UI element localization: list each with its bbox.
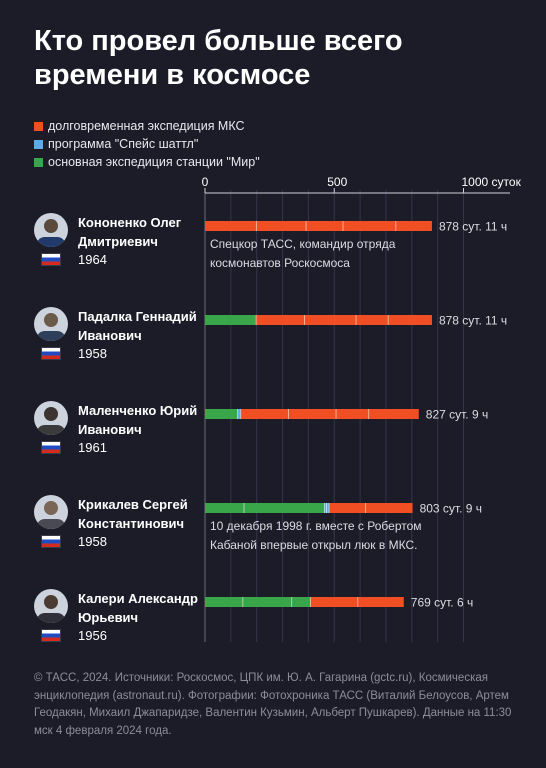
bar-total-label: 803 сут. 9 ч — [420, 502, 482, 516]
bar-segment-iss — [256, 221, 307, 231]
bar-segment-shuttle — [326, 503, 330, 513]
portrait-icon — [34, 213, 68, 247]
person-name: Падалка Геннадий Иванович — [78, 307, 208, 345]
legend-swatch-iss — [34, 121, 43, 131]
person-name: Кононенко Олег Дмитриевич — [78, 213, 208, 251]
person-name-line-2: Иванович — [78, 422, 142, 437]
bar-annotation: 10 декабря 1998 г. вместе с Робертом — [210, 519, 422, 533]
person-row: Маленченко Юрий Иванович 1961 — [34, 401, 204, 471]
russia-flag-icon — [41, 441, 61, 454]
bar-segment-mir — [242, 597, 292, 607]
bar-segment-iss — [304, 315, 356, 325]
bar-segment-mir — [205, 409, 238, 419]
bar-segment-iss — [368, 409, 419, 419]
person-name-line-1: Крикалев Сергей — [78, 497, 188, 512]
bar-segment-iss — [288, 409, 337, 419]
bar-segment-shuttle — [324, 503, 327, 513]
person-row: Калери Александр Юрьевич 1956 — [34, 589, 204, 659]
legend-swatch-shuttle — [34, 139, 43, 149]
bar-segment-iss — [256, 315, 305, 325]
bar-total-label: 827 сут. 9 ч — [426, 408, 488, 422]
legend-label-iss: долговременная экспедиция МКС — [48, 119, 245, 133]
person-birth-year: 1958 — [78, 534, 107, 549]
person-name-line-2: Юрьевич — [78, 610, 139, 625]
person-name-line-1: Маленченко Юрий — [78, 403, 198, 418]
x-tick-label: 0 — [202, 175, 209, 189]
bar-segment-iss — [240, 409, 289, 419]
legend-item-mir: основная экспедиция станции "Мир" — [34, 153, 260, 171]
x-tick-label: 500 — [327, 175, 347, 189]
person-row: Падалка Геннадий Иванович 1958 — [34, 307, 204, 377]
page-title: Кто провел больше всего времени в космос… — [34, 25, 403, 91]
portrait-icon — [34, 589, 68, 623]
bar-segment-shuttle — [237, 409, 241, 419]
portrait-icon — [34, 495, 68, 529]
person-name-line-1: Кононенко Олег — [78, 215, 182, 230]
bar-segment-iss — [205, 221, 257, 231]
source-footnote: © ТАСС, 2024. Источники: Роскосмос, ЦПК … — [34, 672, 512, 737]
bar-segment-iss — [365, 503, 413, 513]
person-name-line-1: Калери Александр — [78, 591, 198, 606]
person-birth-year: 1961 — [78, 440, 107, 455]
person-birth-year: 1956 — [78, 628, 107, 643]
person-birth-year: 1964 — [78, 252, 107, 267]
bar-segment-mir — [291, 597, 311, 607]
chart-legend: долговременная экспедиция МКС программа … — [34, 117, 260, 171]
person-name-line-2: Константинович — [78, 516, 185, 531]
bar-segment-iss — [306, 221, 344, 231]
person-row: Крикалев Сергей Константинович 1958 — [34, 495, 204, 565]
bar-annotation: космонавтов Роскосмоса — [210, 256, 350, 270]
bar-segment-iss — [310, 597, 358, 607]
russia-flag-icon — [41, 535, 61, 548]
person-birth-year: 1958 — [78, 346, 107, 361]
bar-total-label: 878 сут. 11 ч — [439, 314, 507, 328]
bar-segment-mir — [244, 503, 325, 513]
bar-segment-iss — [355, 315, 389, 325]
russia-flag-icon — [41, 347, 61, 360]
portrait-icon — [34, 307, 68, 341]
bar-annotation: Спецкор ТАСС, командир отряда — [210, 237, 396, 251]
x-tick-label: 1000 суток — [462, 175, 522, 189]
bar-segment-mir — [205, 597, 243, 607]
legend-item-iss: долговременная экспедиция МКС — [34, 117, 260, 135]
bar-total-label: 878 сут. 11 ч — [439, 220, 507, 234]
legend-swatch-mir — [34, 157, 43, 167]
person-name: Калери Александр Юрьевич — [78, 589, 208, 627]
bar-segment-iss — [336, 409, 369, 419]
bar-segment-iss — [357, 597, 404, 607]
person-name: Маленченко Юрий Иванович — [78, 401, 208, 439]
russia-flag-icon — [41, 629, 61, 642]
legend-item-shuttle: программа "Спейс шаттл" — [34, 135, 260, 153]
person-row: Кононенко Олег Дмитриевич 1964 — [34, 213, 204, 283]
person-name: Крикалев Сергей Константинович — [78, 495, 208, 533]
bar-segment-mir — [205, 315, 257, 325]
bar-segment-iss — [343, 221, 396, 231]
legend-label-shuttle: программа "Спейс шаттл" — [48, 137, 199, 151]
chart-plot: 0 500 1000 суток 878 сут. 11 ч Спецкор ТАСС,… — [202, 175, 522, 642]
russia-flag-icon — [41, 253, 61, 266]
person-name-line-2: Иванович — [78, 328, 142, 343]
bar-segment-iss — [388, 315, 432, 325]
bar-segment-iss — [395, 221, 432, 231]
portrait-icon — [34, 401, 68, 435]
person-name-line-2: Дмитриевич — [78, 234, 158, 249]
bar-segment-mir — [205, 503, 245, 513]
person-name-line-1: Падалка Геннадий — [78, 309, 197, 324]
bar-segment-iss — [329, 503, 366, 513]
bar-annotation: Кабаной впервые открыл люк в МКС. — [210, 538, 417, 552]
bar-total-label: 769 сут. 6 ч — [411, 596, 473, 610]
legend-label-mir: основная экспедиция станции "Мир" — [48, 155, 260, 169]
